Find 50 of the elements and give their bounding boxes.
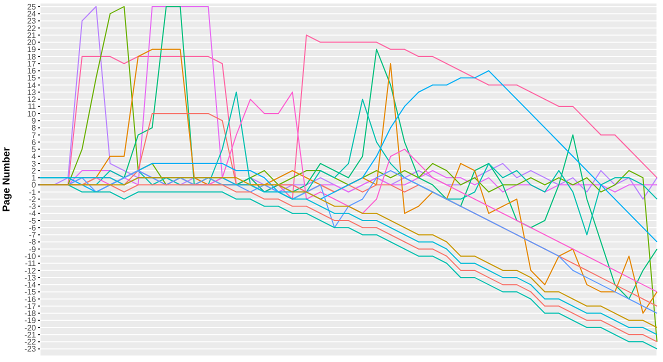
y-tick-label: -6 bbox=[28, 223, 37, 232]
y-tick-label: -2 bbox=[28, 194, 37, 204]
y-tick-label: -5 bbox=[28, 216, 37, 226]
y-tick-label: 25 bbox=[27, 2, 37, 12]
y-tick-label: 17 bbox=[27, 59, 37, 68]
y-tick-label: -8 bbox=[28, 238, 37, 247]
y-tick-label: -22 bbox=[24, 338, 37, 347]
y-tick-label: -9 bbox=[28, 244, 37, 254]
y-tick-label: -7 bbox=[28, 230, 37, 240]
y-tick-label: 6 bbox=[32, 138, 37, 147]
y-tick-label: 7 bbox=[32, 130, 37, 140]
y-tick-label: 0 bbox=[32, 180, 37, 190]
y-axis-title: Page Number bbox=[2, 147, 13, 212]
y-tick-label: 12 bbox=[27, 95, 37, 104]
y-tick-label: 21 bbox=[27, 30, 37, 40]
y-tick-label: -13 bbox=[24, 273, 37, 282]
y-tick-label: 5 bbox=[32, 145, 37, 154]
y-tick-label: 14 bbox=[27, 80, 37, 90]
y-tick-label: -3 bbox=[28, 202, 37, 212]
y-tick-label: -11 bbox=[25, 259, 37, 268]
y-tick-label: 9 bbox=[32, 116, 37, 126]
y-tick-label: 20 bbox=[27, 38, 37, 48]
y-tick-label: -19 bbox=[24, 316, 37, 326]
y-tick-label: 15 bbox=[27, 74, 37, 83]
y-tick-label: -14 bbox=[24, 280, 37, 290]
y-tick-label: 19 bbox=[27, 45, 37, 54]
y-tick-label: -12 bbox=[24, 266, 37, 276]
y-tick-label: 24 bbox=[27, 10, 37, 19]
y-tick-label: 13 bbox=[27, 88, 37, 97]
y-tick-label: -15 bbox=[24, 288, 37, 297]
y-tick-label: 23 bbox=[27, 16, 37, 26]
y-tick-label: -1 bbox=[28, 188, 37, 197]
y-tick-label: 4 bbox=[32, 152, 37, 162]
y-tick-label: 3 bbox=[32, 159, 37, 168]
y-tick-label: -21 bbox=[24, 330, 37, 340]
y-tick-label: -23 bbox=[24, 344, 37, 354]
y-tick-label: -17 bbox=[24, 302, 37, 311]
y-tick-label: -20 bbox=[24, 323, 37, 332]
y-tick-label: 11 bbox=[28, 102, 37, 112]
y-tick-label: 2 bbox=[32, 166, 37, 176]
y-tick-label: 18 bbox=[27, 52, 37, 62]
y-tick-label: 8 bbox=[32, 124, 37, 133]
y-tick-label: 16 bbox=[27, 66, 37, 76]
y-tick-label: -4 bbox=[28, 209, 37, 218]
y-tick-label: -18 bbox=[24, 309, 37, 318]
y-tick-label: 22 bbox=[27, 24, 37, 33]
y-tick-label: 10 bbox=[27, 109, 37, 118]
y-tick-label: -10 bbox=[24, 252, 37, 261]
y-tick-label: 1 bbox=[32, 174, 37, 183]
y-tick-label: -16 bbox=[24, 294, 37, 304]
